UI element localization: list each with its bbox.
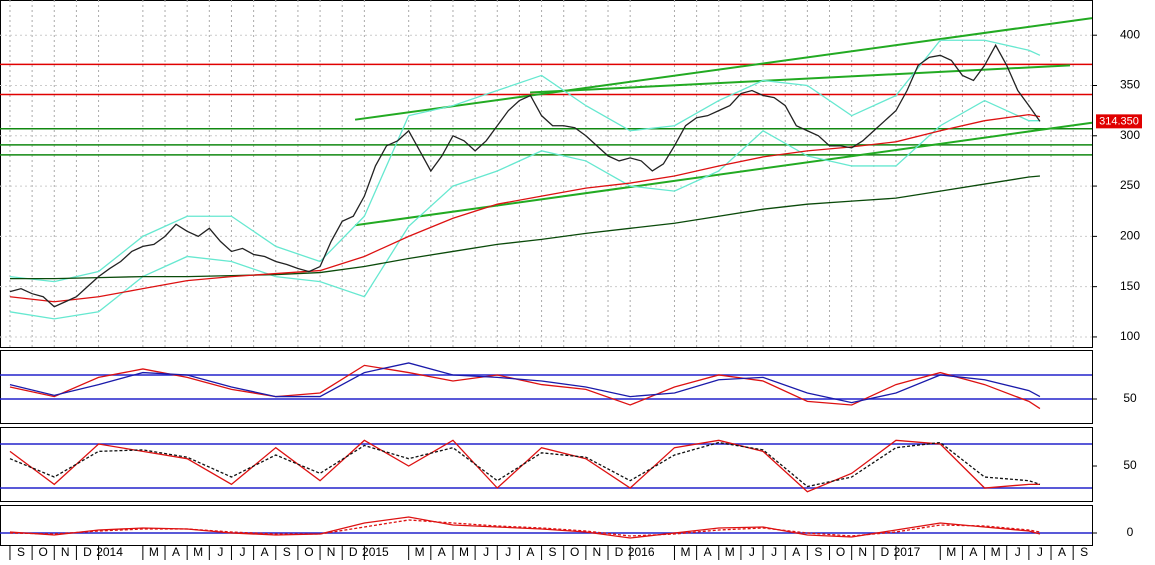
y-tick-label: 400: [1120, 27, 1140, 41]
x-tick-label: M: [415, 545, 425, 559]
x-tick-label: A: [526, 545, 534, 559]
series-line: [9, 364, 1041, 410]
x-tick-label: 2017: [894, 545, 921, 559]
x-tick-label: 2015: [362, 545, 389, 559]
last-price-label: 314.350: [1099, 115, 1139, 127]
x-tick-label: S: [17, 545, 25, 559]
x-tick-label: M: [991, 545, 1001, 559]
x-tick-label: N: [61, 545, 70, 559]
x-tick-label: S: [814, 545, 822, 559]
x-tick-label: J: [483, 545, 489, 559]
x-tick-label: O: [570, 545, 579, 559]
panel-frame: [0, 350, 1093, 424]
panel-frame: [0, 505, 1093, 546]
x-tick-label: N: [593, 545, 602, 559]
series-line: [9, 441, 1041, 488]
series-line: [9, 439, 1040, 493]
x-tick-label: M: [946, 545, 956, 559]
x-tick-label: A: [438, 545, 446, 559]
x-tick-label: M: [193, 545, 203, 559]
x-tick-label: O: [836, 545, 845, 559]
x-tick-label: A: [969, 545, 977, 559]
series-line: [9, 39, 1041, 283]
x-tick-label: S: [1080, 545, 1088, 559]
series-line: [9, 43, 1041, 308]
series-line: [9, 362, 1041, 404]
y-tick-label: 50: [1123, 391, 1137, 405]
x-tick-label: O: [304, 545, 313, 559]
series-line: [9, 99, 1040, 320]
x-tick-label: N: [858, 545, 867, 559]
x-tick-label: J: [239, 545, 245, 559]
x-tick-label: N: [327, 545, 336, 559]
y-tick-label: 200: [1120, 229, 1140, 243]
x-tick-label: A: [1058, 545, 1066, 559]
x-tick-label: D: [349, 545, 358, 559]
x-tick-label: M: [725, 545, 735, 559]
x-tick-label: D: [615, 545, 624, 559]
y-tick-label: 100: [1120, 329, 1140, 343]
x-tick-label: J: [1037, 545, 1043, 559]
x-tick-label: J: [771, 545, 777, 559]
x-tick-label: 2014: [96, 545, 123, 559]
x-tick-label: M: [680, 545, 690, 559]
x-tick-label: O: [38, 545, 47, 559]
x-tick-label: A: [261, 545, 269, 559]
x-tick-label: J: [217, 545, 223, 559]
trend-line: [530, 64, 1071, 94]
panel-frame: [0, 0, 1093, 348]
x-tick-label: J: [505, 545, 511, 559]
x-tick-label: J: [1015, 545, 1021, 559]
x-tick-label: 2016: [628, 545, 655, 559]
y-tick-label: 50: [1123, 458, 1137, 472]
x-tick-label: M: [459, 545, 469, 559]
y-tick-label: 350: [1120, 78, 1140, 92]
series-line: [9, 114, 1041, 303]
trend-line: [354, 121, 1093, 227]
panel-frame: [0, 427, 1093, 502]
x-tick-label: D: [83, 545, 92, 559]
y-tick-label: 250: [1120, 178, 1140, 192]
series-line: [9, 175, 1041, 280]
x-tick-label: S: [283, 545, 291, 559]
x-tick-label: J: [749, 545, 755, 559]
series-line: [9, 519, 1041, 537]
x-tick-label: M: [149, 545, 159, 559]
x-tick-label: A: [792, 545, 800, 559]
x-tick-label: A: [172, 545, 180, 559]
last-price-box: [1096, 114, 1142, 129]
trend-line: [354, 17, 1093, 121]
y-tick-label: 150: [1120, 279, 1140, 293]
y-tick-label: 300: [1120, 128, 1140, 142]
x-tick-label: A: [704, 545, 712, 559]
x-tick-label: D: [880, 545, 889, 559]
x-tick-label: S: [549, 545, 557, 559]
y-tick-label: 0: [1127, 525, 1134, 539]
